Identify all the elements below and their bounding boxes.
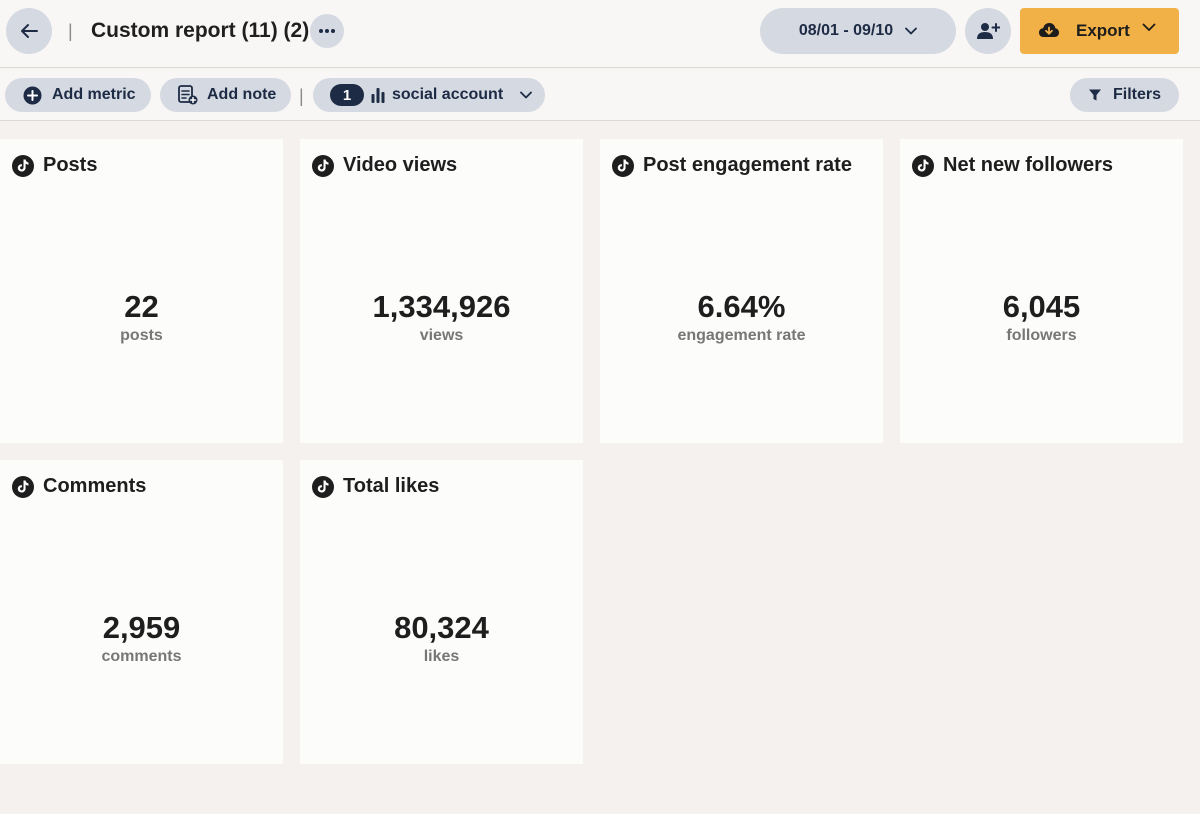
ellipsis-icon (319, 29, 335, 33)
metric-unit: comments (101, 648, 182, 665)
filter-icon (1089, 89, 1101, 101)
tiktok-icon (12, 154, 34, 177)
metric-title: Post engagement rate (643, 154, 852, 176)
metric-unit: views (419, 327, 464, 344)
bar-chart-icon (371, 88, 385, 103)
metric-value: 2,959 (102, 610, 181, 645)
metric-card-comments[interactable]: Comments 2,959 comments (0, 460, 283, 764)
divider: | (299, 86, 304, 106)
chevron-down-icon (1142, 23, 1156, 31)
metric-title: Total likes (343, 475, 440, 497)
chevron-down-icon (905, 27, 918, 35)
metric-card-posts[interactable]: Posts 22 posts (0, 139, 283, 443)
divider: | (68, 21, 73, 41)
metric-unit: followers (1006, 327, 1077, 344)
filters-button[interactable]: Filters (1070, 78, 1179, 112)
arrow-left-icon (21, 24, 38, 38)
date-range-label: 08/01 - 09/10 (798, 22, 894, 39)
filters-label: Filters (1113, 86, 1162, 103)
tiktok-icon (912, 154, 934, 177)
metric-value: 80,324 (394, 610, 489, 645)
social-account-label: social account (392, 86, 504, 103)
metric-unit: likes (423, 648, 460, 665)
social-account-selector[interactable]: 1 social account (313, 78, 545, 112)
share-user-button[interactable] (965, 8, 1011, 54)
plus-circle-icon (23, 86, 42, 104)
social-account-count: 1 (330, 84, 364, 106)
tiktok-icon (312, 154, 334, 177)
metric-value: 6.64% (697, 289, 786, 324)
export-button[interactable]: Export (1020, 8, 1179, 54)
tiktok-icon (612, 154, 634, 177)
metric-title: Net new followers (943, 154, 1114, 176)
metric-card-post-engagement-rate[interactable]: Post engagement rate 6.64% engagement ra… (600, 139, 883, 443)
metric-unit: posts (120, 327, 163, 344)
add-note-label: Add note (207, 86, 277, 103)
cloud-download-icon (1039, 23, 1059, 37)
metric-card-total-likes[interactable]: Total likes 80,324 likes (300, 460, 583, 764)
metric-card-video-views[interactable]: Video views 1,334,926 views (300, 139, 583, 443)
tiktok-icon (312, 475, 334, 498)
back-button[interactable] (6, 8, 52, 54)
metric-unit: engagement rate (677, 327, 806, 344)
tiktok-icon (12, 475, 34, 498)
page-title: Custom report (11) (2) (91, 19, 310, 42)
metric-title: Posts (43, 154, 98, 176)
metric-value: 1,334,926 (372, 289, 511, 324)
add-metric-button[interactable]: Add metric (5, 78, 151, 112)
metric-value: 6,045 (1002, 289, 1081, 324)
metric-title: Comments (43, 475, 147, 497)
report-toolbar: Add metric Add note | 1 social account F… (0, 69, 1200, 121)
date-range-button[interactable]: 08/01 - 09/10 (760, 8, 956, 54)
top-bar: | Custom report (11) (2) 08/01 - 09/10 E… (0, 0, 1200, 68)
note-add-icon (178, 85, 198, 105)
more-options-button[interactable] (310, 14, 344, 48)
metric-title: Video views (343, 154, 458, 176)
add-metric-label: Add metric (52, 86, 136, 103)
add-user-icon (977, 23, 1000, 39)
add-note-button[interactable]: Add note (160, 78, 291, 112)
export-label: Export (1076, 21, 1130, 40)
metric-card-net-new-followers[interactable]: Net new followers 6,045 followers (900, 139, 1183, 443)
chevron-down-icon (520, 91, 533, 99)
metric-value: 22 (124, 289, 159, 324)
